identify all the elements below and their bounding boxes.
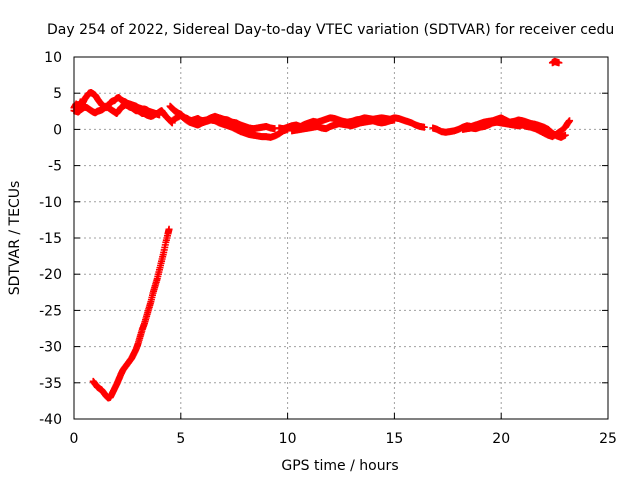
data-point <box>561 131 569 139</box>
y-tick-label: 10 <box>44 50 62 66</box>
y-tick-label: -20 <box>39 267 62 283</box>
y-tick-label: -35 <box>39 376 62 392</box>
data-point <box>555 59 563 67</box>
x-tick-label: 15 <box>385 431 403 447</box>
x-tick-label: 0 <box>70 431 79 447</box>
series-sat-h-late <box>459 117 574 141</box>
series-sat-f-mid <box>288 116 398 135</box>
y-tick-label: 0 <box>53 122 62 138</box>
y-tick-label: -40 <box>39 412 62 428</box>
tick-layer: 0 5 10 15 20 25 10 5 0 -5 -10 -15 -20 -25 -30 -35 -40 <box>39 50 617 447</box>
y-tick-label: -25 <box>39 303 62 319</box>
chart-title: Day 254 of 2022, Sidereal Day-to-day VTE… <box>47 22 614 38</box>
x-tick-label: 25 <box>599 431 617 447</box>
data-layer <box>70 57 574 402</box>
series-sat-i-outlier <box>548 57 563 67</box>
data-point <box>420 123 428 131</box>
x-axis-label: GPS time / hours <box>281 458 398 474</box>
y-tick-label: 5 <box>53 86 62 102</box>
y-tick-label: -10 <box>39 195 62 211</box>
x-tick-label: 10 <box>279 431 297 447</box>
y-tick-label: -15 <box>39 231 62 247</box>
x-tick-label: 20 <box>492 431 510 447</box>
data-point <box>390 116 398 124</box>
y-tick-label: -5 <box>48 159 62 175</box>
y-axis-label: SDTVAR / TECUs <box>7 181 23 296</box>
y-tick-label: -30 <box>39 340 62 356</box>
series-sat-b-upper <box>70 101 176 127</box>
data-point <box>566 117 574 125</box>
series-sat-j-low <box>89 225 173 402</box>
x-tick-label: 5 <box>176 431 185 447</box>
data-point <box>165 225 173 233</box>
